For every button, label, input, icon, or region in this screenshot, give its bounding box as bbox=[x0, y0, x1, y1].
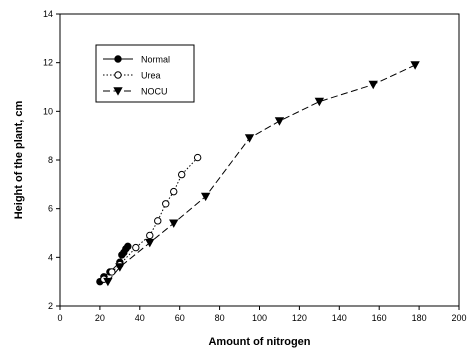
x-axis-title: Amount of nitrogen bbox=[208, 336, 310, 348]
x-tick-label: 40 bbox=[135, 313, 145, 323]
y-tick-label: 4 bbox=[48, 252, 53, 262]
data-point bbox=[410, 61, 420, 70]
x-tick-label: 140 bbox=[332, 313, 347, 323]
x-tick-label: 180 bbox=[412, 313, 427, 323]
data-point bbox=[170, 187, 178, 196]
y-tick-label: 6 bbox=[48, 204, 53, 214]
data-point bbox=[108, 268, 116, 276]
x-tick-label: 0 bbox=[57, 313, 62, 323]
series-line bbox=[107, 64, 416, 282]
x-tick-label: 60 bbox=[175, 313, 185, 323]
x-tick-label: 200 bbox=[451, 313, 466, 323]
legend-label: Urea bbox=[141, 71, 161, 81]
data-point bbox=[132, 243, 140, 252]
legend-marker bbox=[114, 55, 122, 63]
legend-marker bbox=[114, 71, 122, 79]
data-point bbox=[368, 80, 378, 90]
series-nocu bbox=[103, 61, 420, 287]
plot-area: 0 20 40 60 80 100 120 140 160 180 200 2 4 6 8 10 12 14 bbox=[43, 9, 467, 323]
y-axis-title: Height of the plant, cm bbox=[13, 101, 25, 220]
x-tick-label: 80 bbox=[215, 313, 225, 323]
data-point bbox=[162, 200, 170, 208]
x-tick-label: 120 bbox=[292, 313, 307, 323]
legend-label: Normal bbox=[141, 55, 170, 65]
data-point bbox=[244, 134, 255, 143]
data-point bbox=[169, 219, 179, 228]
y-tick-label: 2 bbox=[48, 301, 53, 311]
x-tick-label: 100 bbox=[252, 313, 267, 323]
data-point bbox=[274, 117, 285, 126]
legend: Normal Urea NOCU bbox=[95, 44, 195, 103]
y-tick-label: 8 bbox=[48, 155, 53, 165]
data-point bbox=[177, 170, 186, 179]
x-tick-label: 160 bbox=[372, 313, 387, 323]
y-tick-label: 10 bbox=[43, 106, 53, 116]
series-urea bbox=[100, 153, 202, 283]
y-tick-label: 14 bbox=[43, 9, 53, 19]
data-point bbox=[103, 277, 113, 287]
series-layer bbox=[96, 61, 420, 287]
data-point bbox=[145, 238, 155, 248]
data-point bbox=[314, 97, 325, 107]
y-tick-label: 12 bbox=[43, 58, 53, 68]
legend-box bbox=[95, 44, 195, 103]
data-point bbox=[124, 242, 132, 251]
data-point bbox=[200, 192, 211, 202]
legend-marker bbox=[113, 87, 123, 96]
data-point bbox=[193, 153, 202, 162]
data-point bbox=[154, 217, 162, 225]
series-line bbox=[103, 157, 199, 280]
legend-label: NOCU bbox=[141, 87, 168, 97]
data-point bbox=[115, 263, 125, 272]
x-tick-label: 20 bbox=[95, 313, 105, 323]
data-point bbox=[146, 231, 154, 240]
